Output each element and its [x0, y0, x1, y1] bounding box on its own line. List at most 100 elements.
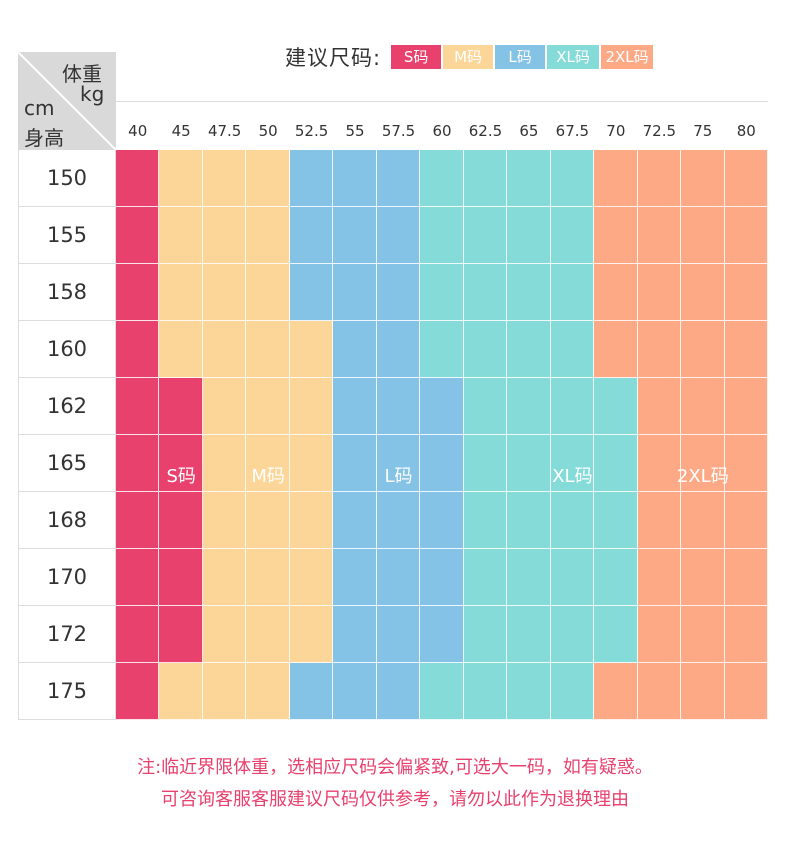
size-cell-2xl	[594, 321, 638, 378]
size-cell-xl	[420, 207, 464, 264]
size-cell-xl	[463, 207, 508, 264]
weight-header-row: 40 45 47.5 50 52.5 55 57.5 60 62.5 65 67.5 70 72.5 75…	[116, 101, 768, 151]
size-cell-2xl	[681, 378, 725, 435]
size-cell-xl	[550, 321, 595, 378]
weight-header-cell: 57.5	[381, 122, 416, 140]
size-cell-2xl	[637, 207, 682, 264]
weight-header-cell: 60	[432, 122, 452, 140]
size-cell-l	[376, 150, 421, 207]
weight-header-cell: 72.5	[642, 122, 677, 140]
size-cell-s	[116, 264, 160, 321]
size-cell-m	[289, 435, 334, 492]
size-cell-2xl	[724, 663, 768, 720]
size-cell-m	[202, 321, 247, 378]
size-cell-2xl	[637, 492, 682, 549]
height-row-label: 162	[18, 378, 116, 435]
size-cell-m	[289, 321, 334, 378]
size-cell-l	[376, 606, 421, 663]
size-cell-xl	[550, 663, 595, 720]
height-row-label: 168	[18, 492, 116, 549]
legend-items: S码 M码 L码 XL码 2XL码	[391, 45, 655, 69]
size-cell-s	[159, 492, 203, 549]
size-cell-l	[333, 435, 377, 492]
height-row-label: 150	[18, 150, 116, 207]
size-cell-m	[289, 606, 334, 663]
size-cell-2xl	[681, 207, 725, 264]
size-cell-l	[376, 264, 421, 321]
size-cell-l	[376, 549, 421, 606]
size-cell-l	[420, 606, 464, 663]
size-cell-s	[159, 435, 203, 492]
size-cell-l	[333, 150, 377, 207]
height-row-label: 170	[18, 549, 116, 606]
size-cell-xl	[507, 321, 551, 378]
size-cell-xl	[507, 207, 551, 264]
size-cell-l	[289, 663, 334, 720]
size-cell-l	[420, 435, 464, 492]
size-cell-l	[333, 207, 377, 264]
size-cell-2xl	[724, 435, 768, 492]
size-cell-m	[202, 435, 247, 492]
note-line-1: 注:临近界限体重，选相应尺码会偏紧致,可选大一码，如有疑惑。	[137, 757, 653, 778]
size-cell-m	[246, 378, 290, 435]
size-cell-2xl	[724, 207, 768, 264]
size-cell-m	[246, 150, 290, 207]
size-cell-2xl	[637, 606, 682, 663]
size-cell-2xl	[724, 378, 768, 435]
weight-header-cell: 50	[258, 122, 278, 140]
size-cell-xl	[420, 264, 464, 321]
note: 注:临近界限体重，选相应尺码会偏紧致,可选大一码，如有疑惑。 可咨询客服客服建议…	[0, 752, 790, 816]
size-cell-l	[376, 378, 421, 435]
size-cell-l	[333, 663, 377, 720]
size-cell-2xl	[724, 549, 768, 606]
size-cell-xl	[507, 150, 551, 207]
size-cell-2xl	[681, 549, 725, 606]
size-cell-xl	[463, 435, 508, 492]
weight-header-cell: 65	[519, 122, 539, 140]
size-cell-2xl	[637, 435, 682, 492]
size-cell-xl	[507, 663, 551, 720]
legend-title: 建议尺码:	[285, 46, 382, 70]
size-cell-2xl	[681, 150, 725, 207]
size-cell-xl	[420, 150, 464, 207]
size-cell-s	[116, 606, 160, 663]
size-cell-m	[246, 321, 290, 378]
size-cell-2xl	[637, 264, 682, 321]
height-row-label: 175	[18, 663, 116, 720]
size-cell-l	[376, 492, 421, 549]
size-cell-m	[246, 606, 290, 663]
size-cell-2xl	[724, 321, 768, 378]
size-cell-xl	[463, 663, 508, 720]
size-cell-l	[376, 321, 421, 378]
size-cell-xl	[463, 606, 508, 663]
size-cell-m	[289, 549, 334, 606]
table-corner-header: 体重 kg cm 身高	[18, 52, 116, 150]
size-cell-s	[116, 321, 160, 378]
legend-swatch-l: L码	[495, 45, 546, 69]
weight-header-cell: 62.5	[468, 122, 503, 140]
size-cell-l	[376, 435, 421, 492]
weight-header-cell: 40	[128, 122, 148, 140]
size-cell-s	[116, 150, 160, 207]
size-cell-m	[202, 663, 247, 720]
size-cell-m	[246, 264, 290, 321]
size-cell-m	[246, 663, 290, 720]
size-cell-xl	[463, 492, 508, 549]
size-cell-m	[246, 435, 290, 492]
size-cell-m	[246, 549, 290, 606]
size-cell-m	[246, 492, 290, 549]
size-cell-2xl	[637, 378, 682, 435]
size-cell-m	[202, 264, 247, 321]
size-cell-xl	[550, 264, 595, 321]
weight-header-cell: 55	[345, 122, 365, 140]
size-cell-l	[333, 321, 377, 378]
size-cell-xl	[420, 321, 464, 378]
size-cell-2xl	[637, 663, 682, 720]
size-cell-2xl	[594, 264, 638, 321]
size-cell-xl	[507, 264, 551, 321]
size-cell-l	[333, 378, 377, 435]
size-cell-xl	[507, 549, 551, 606]
size-legend: 建议尺码: S码 M码 L码 XL码 2XL码	[285, 44, 655, 70]
size-cell-s	[116, 207, 160, 264]
size-cell-m	[289, 492, 334, 549]
